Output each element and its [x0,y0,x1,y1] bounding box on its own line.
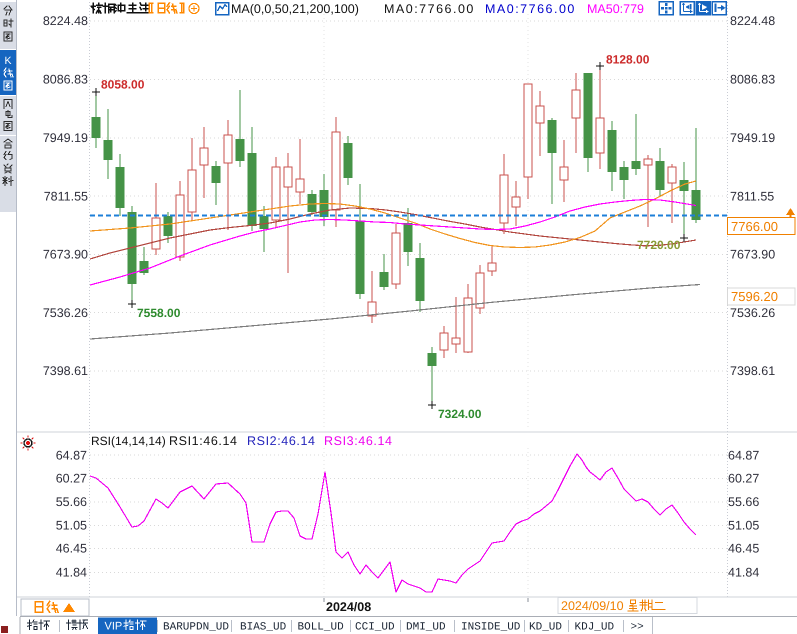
svg-text:8058.00: 8058.00 [101,78,145,92]
svg-text:7596.20: 7596.20 [731,289,778,304]
svg-text:RSI2:46.14: RSI2:46.14 [247,434,316,448]
svg-text:46.45: 46.45 [728,542,759,556]
svg-text:60.27: 60.27 [56,472,87,486]
svg-text:KDJ_UD: KDJ_UD [575,622,615,634]
svg-text:CCI_UD: CCI_UD [355,622,395,634]
svg-text:41.84: 41.84 [56,566,87,580]
svg-text:55.66: 55.66 [56,495,87,509]
svg-text:BIAS_UD: BIAS_UD [240,622,287,634]
svg-text:7811.55: 7811.55 [730,189,774,203]
svg-text:64.87: 64.87 [56,448,87,462]
svg-text:55.66: 55.66 [728,495,759,509]
svg-text:7673.90: 7673.90 [43,248,88,262]
svg-text:7398.61: 7398.61 [730,364,775,378]
svg-text:46.45: 46.45 [56,542,87,556]
svg-text:51.05: 51.05 [728,519,759,533]
svg-text:7673.90: 7673.90 [730,248,775,262]
svg-text:MA(0,0,50,21,200,100): MA(0,0,50,21,200,100) [231,2,359,16]
svg-text:7536.26: 7536.26 [730,306,775,320]
svg-text:BOLL_UD: BOLL_UD [298,622,345,634]
svg-text:7398.61: 7398.61 [43,364,88,378]
svg-text:8128.00: 8128.00 [606,53,650,67]
svg-text:60.27: 60.27 [728,472,759,486]
svg-text:BARUPDN_UD: BARUPDN_UD [163,622,229,634]
svg-text:MA0:7766.00: MA0:7766.00 [485,2,576,16]
svg-text:7949.19: 7949.19 [730,131,775,145]
svg-text:7558.00: 7558.00 [137,306,181,320]
svg-text:MA0:7766.00: MA0:7766.00 [384,2,475,16]
svg-text:2024/08: 2024/08 [326,600,371,614]
svg-text:K: K [4,55,11,67]
svg-text:KD_UD: KD_UD [529,622,562,634]
svg-text:RSI3:46.14: RSI3:46.14 [324,434,393,448]
svg-text:41.84: 41.84 [728,566,759,580]
svg-text:INSIDE_UD: INSIDE_UD [461,622,521,634]
svg-text:7536.26: 7536.26 [43,306,88,320]
svg-text:RSI1:46.14: RSI1:46.14 [169,434,238,448]
svg-text:7949.19: 7949.19 [43,131,88,145]
svg-text:7324.00: 7324.00 [438,407,482,421]
svg-text:51.05: 51.05 [56,519,87,533]
svg-text:VIP: VIP [105,621,123,633]
svg-text:7720.00: 7720.00 [637,238,681,252]
svg-text:2024/09/10: 2024/09/10 [561,599,624,613]
svg-text:RSI(14,14,14): RSI(14,14,14) [91,434,166,448]
svg-text:8224.48: 8224.48 [43,14,88,28]
svg-text:DMI_UD: DMI_UD [406,622,446,634]
svg-text:64.87: 64.87 [728,448,759,462]
svg-text:8224.48: 8224.48 [730,14,775,28]
svg-text:>>: >> [631,622,644,634]
svg-text:7811.55: 7811.55 [44,189,88,203]
svg-text:8086.83: 8086.83 [730,73,775,87]
svg-text:7766.00: 7766.00 [731,219,778,234]
svg-text:8086.83: 8086.83 [43,73,88,87]
svg-text:MA50:779: MA50:779 [587,2,644,16]
